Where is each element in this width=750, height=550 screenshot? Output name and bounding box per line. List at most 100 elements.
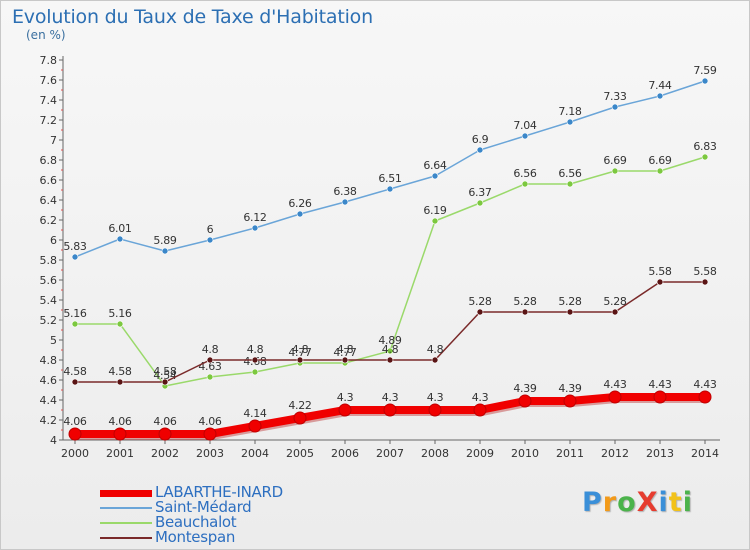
x-tick-label: 2010 (511, 447, 539, 460)
data-point (158, 427, 172, 441)
y-tick-label: 5.4 (40, 294, 58, 307)
logo-letter: X (636, 487, 659, 518)
x-tick-label: 2006 (331, 447, 359, 460)
x-tick-label: 2005 (286, 447, 314, 460)
data-label: 4.06 (63, 415, 87, 428)
data-point (656, 92, 664, 100)
data-label: 4.43 (648, 378, 672, 391)
x-tick-label: 2012 (601, 447, 629, 460)
data-label: 6.64 (423, 159, 447, 172)
data-point (251, 368, 259, 376)
x-tick-label: 2000 (61, 447, 89, 460)
data-point (206, 356, 214, 364)
data-point (701, 77, 709, 85)
x-tick-label: 2003 (196, 447, 224, 460)
data-label: 4.77 (333, 346, 357, 359)
data-point (296, 356, 304, 364)
data-point (566, 180, 574, 188)
x-tick-label: 2008 (421, 447, 449, 460)
data-point (566, 118, 574, 126)
data-label: 5.89 (153, 234, 177, 247)
x-tick-label: 2011 (556, 447, 584, 460)
logo-letter: o (617, 487, 637, 518)
chart-subtitle: (en %) (26, 28, 66, 42)
data-label: 4.43 (693, 378, 717, 391)
y-tick-label: 5.2 (40, 314, 58, 327)
data-point (71, 253, 79, 261)
data-point (386, 347, 394, 355)
data-point (116, 378, 124, 386)
data-label: 6.69 (603, 154, 627, 167)
data-point (698, 390, 712, 404)
data-label: 5.28 (558, 295, 582, 308)
data-label: 4.8 (292, 343, 309, 356)
data-point (293, 411, 307, 425)
data-label: 6.9 (472, 133, 489, 146)
chart-title: Evolution du Taux de Taxe d'Habitation (12, 6, 373, 28)
data-point (161, 247, 169, 255)
data-label: 6 (207, 223, 214, 236)
y-tick-label: 6.6 (40, 174, 58, 187)
data-label: 4.22 (288, 399, 311, 412)
data-point (386, 356, 394, 364)
data-point (611, 103, 619, 111)
y-tick-label: 7.8 (40, 54, 58, 67)
data-point (476, 199, 484, 207)
data-label: 4.89 (378, 334, 402, 347)
y-tick-label: 7.6 (40, 74, 58, 87)
data-point (428, 403, 442, 417)
data-label: 4.3 (382, 391, 399, 404)
data-label: 4.06 (153, 415, 177, 428)
data-label: 4.39 (513, 382, 537, 395)
data-point (563, 394, 577, 408)
logo-letter: t (668, 487, 683, 518)
data-label: 5.58 (648, 265, 672, 278)
legend-label: Beauchalot (155, 513, 237, 531)
data-label: 4.8 (247, 343, 264, 356)
logo-letter: i (658, 487, 669, 518)
data-point (206, 236, 214, 244)
data-label: 4.3 (427, 391, 444, 404)
legend-swatch (100, 537, 152, 539)
data-label: 4.06 (108, 415, 132, 428)
data-point (473, 403, 487, 417)
data-label: 4.14 (243, 407, 267, 420)
data-label: 4.43 (603, 378, 627, 391)
data-point (251, 224, 259, 232)
series-montespan: 4.58 4.58 4.58 4.8 4.8 4.8 4.8 4.8 4.8 5.28 5.28 5.… (63, 265, 717, 386)
data-point (71, 320, 79, 328)
data-label: 6.56 (558, 167, 582, 180)
y-tick-label: 7.4 (40, 94, 58, 107)
legend-swatch (100, 507, 152, 509)
x-tick-label: 2004 (241, 447, 269, 460)
data-label: 4.8 (337, 343, 354, 356)
y-tick-label: 4.2 (40, 414, 58, 427)
legend-label: Montespan (155, 528, 236, 546)
data-point (431, 172, 439, 180)
data-point (608, 390, 622, 404)
data-point (611, 308, 619, 316)
data-point (653, 390, 667, 404)
data-label: 7.33 (603, 90, 627, 103)
data-label: 6.12 (243, 211, 266, 224)
series-saint-m-dard: 5.83 6.01 5.89 6 6.12 6.26 6.38 6.51 6.64 6.9 7.04… (63, 64, 717, 261)
data-label: 5.28 (513, 295, 537, 308)
data-label: 4.8 (382, 343, 399, 356)
data-label: 6.37 (468, 186, 492, 199)
data-point (431, 217, 439, 225)
x-tick-label: 2014 (691, 447, 719, 460)
data-point (113, 427, 127, 441)
y-tick-label: 5 (50, 334, 57, 347)
legend-label: Saint-Médard (155, 498, 252, 516)
data-point (656, 278, 664, 286)
data-point (116, 235, 124, 243)
data-point (251, 356, 259, 364)
data-label: 4.77 (288, 346, 312, 359)
data-point (383, 403, 397, 417)
data-label: 4.3 (337, 391, 354, 404)
data-point (68, 427, 82, 441)
data-point (521, 308, 529, 316)
data-label: 4.8 (202, 343, 219, 356)
